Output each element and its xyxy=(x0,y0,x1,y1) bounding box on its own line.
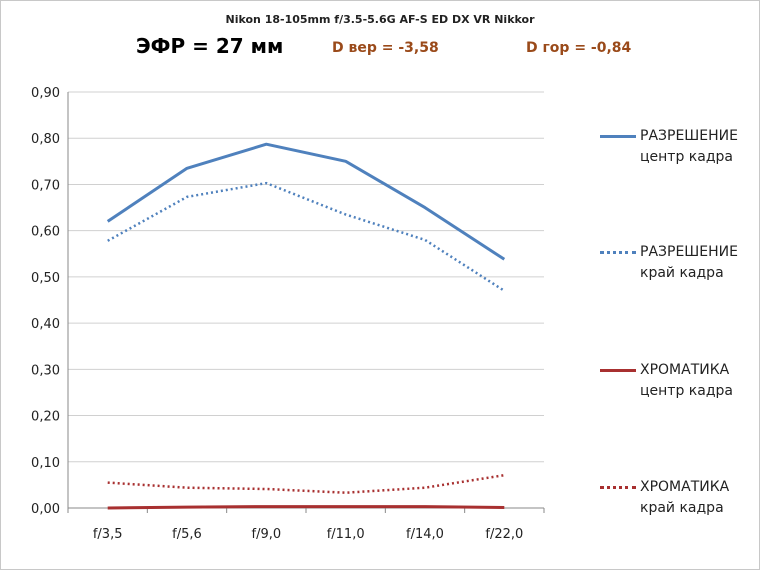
series-line-1 xyxy=(106,142,506,261)
legend-swatch xyxy=(600,369,636,372)
d-ver-label: D вер = -3,58 xyxy=(332,40,439,56)
legend-label-line2: край кадра xyxy=(640,500,724,516)
legend-swatch xyxy=(600,135,636,138)
efr-label: ЭФР = 27 мм xyxy=(136,34,284,58)
legend-label-line2: центр кадра xyxy=(640,149,733,165)
x-tick-label: f/22,0 xyxy=(485,527,523,542)
y-tick-label: 0,80 xyxy=(31,132,60,147)
legend-label-line1: РАЗРЕШЕНИЕ xyxy=(640,128,738,144)
series-line-4 xyxy=(107,473,505,494)
y-tick-label: 0,90 xyxy=(31,86,60,101)
x-tick-label: f/5,6 xyxy=(172,527,202,542)
legend-label-line2: край кадра xyxy=(640,265,724,281)
legend-label-line1: ХРОМАТИКА xyxy=(640,479,730,495)
y-tick-label: 0,70 xyxy=(31,178,60,193)
x-tick-label: f/14,0 xyxy=(406,527,444,542)
y-tick-label: 0,50 xyxy=(31,271,60,286)
y-tick-label: 0,00 xyxy=(31,502,60,517)
legend-item-chromatic-center: ХРОМАТИКА центр кадра xyxy=(600,360,760,410)
y-tick-label: 0,10 xyxy=(31,456,60,471)
legend-label-line2: центр кадра xyxy=(640,383,733,399)
y-tick-label: 0,60 xyxy=(31,225,60,240)
x-tick-label: f/3,5 xyxy=(93,527,123,542)
legend-swatch xyxy=(600,486,636,489)
x-tick-label: f/9,0 xyxy=(252,527,282,542)
series-line-2 xyxy=(107,181,505,292)
legend-item-chromatic-edge: ХРОМАТИКА край кадра xyxy=(600,477,760,527)
x-tick-label: f/11,0 xyxy=(327,527,365,542)
chart-title: Nikon 18-105mm f/3.5-5.6G AF-S ED DX VR … xyxy=(225,13,535,26)
legend-label-line1: ХРОМАТИКА xyxy=(640,362,730,378)
y-tick-label: 0,30 xyxy=(31,363,60,378)
y-tick-label: 0,40 xyxy=(31,317,60,332)
legend-label-line1: РАЗРЕШЕНИЕ xyxy=(640,244,738,260)
y-tick-label: 0,20 xyxy=(31,410,60,425)
legend-item-resolution-center: РАЗРЕШЕНИЕ центр кадра xyxy=(600,126,760,176)
legend-item-resolution-edge: РАЗРЕШЕНИЕ край кадра xyxy=(600,242,760,292)
d-gor-label: D гор = -0,84 xyxy=(526,40,632,56)
series-line-3 xyxy=(107,505,505,510)
legend-swatch xyxy=(600,251,636,254)
